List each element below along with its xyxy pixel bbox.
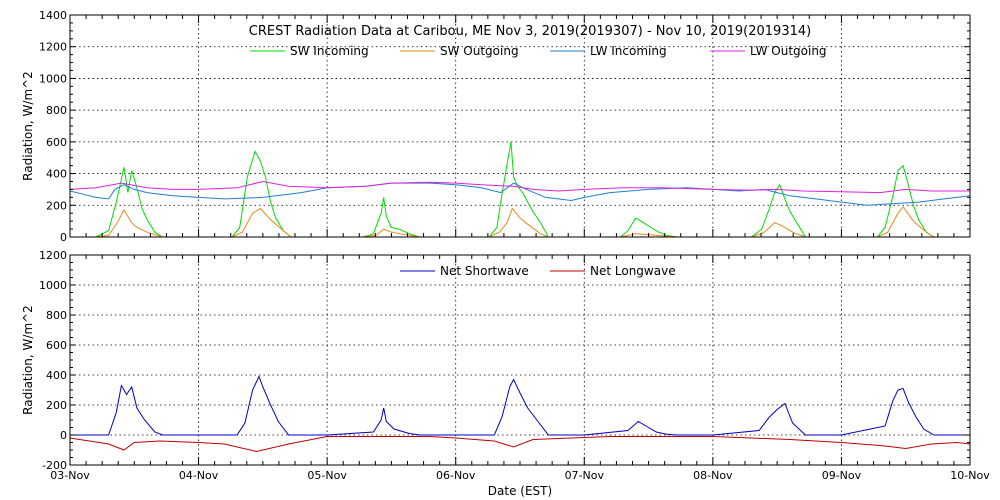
- x-tick-label: 04-Nov: [179, 469, 219, 482]
- gridlines: [70, 15, 970, 237]
- series-line-lw-incoming: [69, 182, 971, 206]
- x-tick-label: 03-Nov: [50, 469, 90, 482]
- plot-frame: [69, 254, 971, 466]
- series-line-sw-outgoing: [70, 206, 970, 238]
- legend-label: Net Shortwave: [440, 264, 529, 278]
- x-tick-label: 10-Nov: [950, 469, 990, 482]
- series-line-net-shortwave: [70, 375, 970, 436]
- y-tick-label: 800: [46, 104, 67, 117]
- x-tick-label: 06-Nov: [436, 469, 476, 482]
- chart-panel-1: 0 200 400 600 800 1000 1200 1400 Radiation, W/m^…: [21, 9, 971, 244]
- x-tick-label: 05-Nov: [307, 469, 347, 482]
- series-line-net-longwave: [69, 436, 971, 453]
- y-tick-label: 1200: [39, 249, 67, 262]
- y-tick-label: 1000: [39, 279, 67, 292]
- y-tick-label: -200: [42, 459, 67, 472]
- chart-title: CREST Radiation Data at Caribou, ME Nov …: [249, 24, 811, 39]
- plot-frame: [69, 14, 971, 238]
- y-tick-label: 1400: [39, 9, 67, 22]
- legend-label: Net Longwave: [590, 264, 676, 278]
- y-tick-label: 200: [46, 199, 67, 212]
- x-tick-label: 08-Nov: [693, 469, 733, 482]
- y-tick-label: 600: [46, 339, 67, 352]
- y-axis-label: Radiation, W/m^2: [21, 71, 35, 181]
- legend-label: LW Outgoing: [750, 44, 827, 58]
- y-axis-label: Radiation, W/m^2: [21, 305, 35, 415]
- y-tick-label: 0: [60, 429, 67, 442]
- y-tick-label: 600: [46, 136, 67, 149]
- y-tick-label: 400: [46, 168, 67, 181]
- legend-label: SW Incoming: [290, 44, 369, 58]
- x-tick-label: 09-Nov: [822, 469, 862, 482]
- x-axis-label: Date (EST): [488, 484, 552, 498]
- y-tick-label: 200: [46, 399, 67, 412]
- y-tick-label: 0: [60, 231, 67, 244]
- legend: Net Shortwave Net Longwave: [400, 264, 676, 278]
- y-tick-label: 800: [46, 309, 67, 322]
- series-line-lw-outgoing: [69, 180, 970, 194]
- y-tick-label: 400: [46, 369, 67, 382]
- y-tick-label: 1200: [39, 41, 67, 54]
- legend-label: SW Outgoing: [440, 44, 519, 58]
- chart-panel-2: -200 0 200 400 600 800 1000 1200 03-Nov 04-Nov 05-…: [21, 249, 990, 498]
- legend: SW Incoming SW Outgoing LW Incoming LW Outg…: [250, 44, 827, 58]
- gridlines: [70, 255, 970, 465]
- x-tick-label: 07-Nov: [565, 469, 605, 482]
- y-tick-label: 1000: [39, 72, 67, 85]
- legend-label: LW Incoming: [590, 44, 667, 58]
